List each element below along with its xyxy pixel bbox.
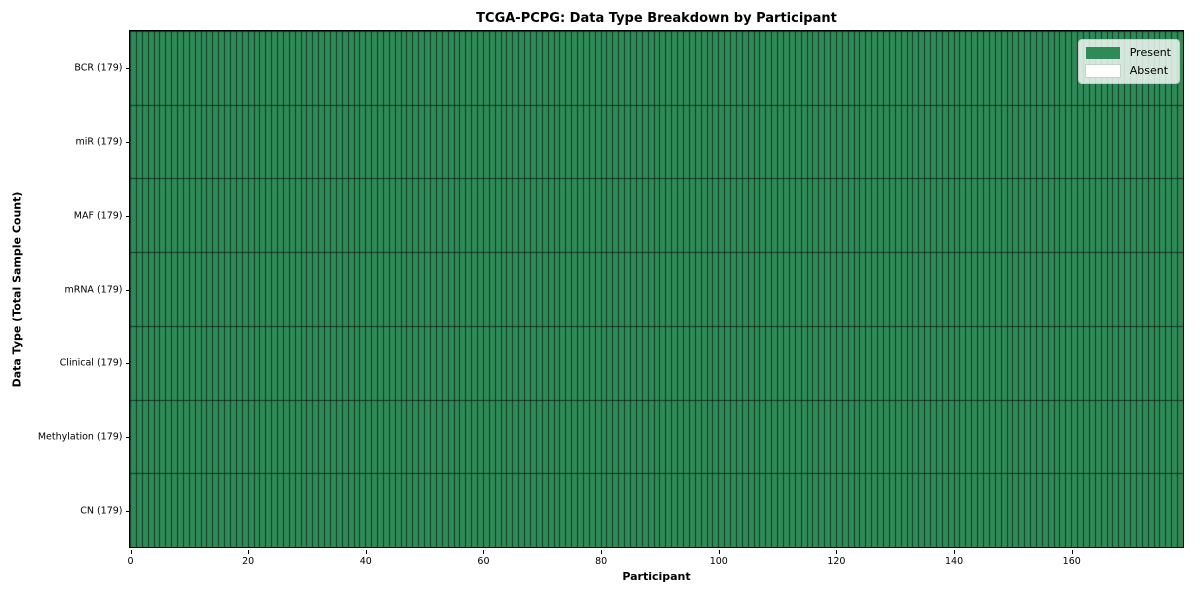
y-tick-label: Methylation (179): [37, 431, 123, 443]
y-tick-mark: [125, 363, 130, 364]
x-tick-label: 60: [477, 555, 490, 567]
legend-swatch-absent-icon: [1084, 63, 1121, 78]
x-tick-label: 20: [242, 555, 255, 567]
legend: Present Absent: [1077, 39, 1180, 84]
legend-entry-absent: Absent: [1084, 63, 1171, 78]
y-tick-label: Clinical (179): [59, 357, 123, 369]
x-axis-title: Participant: [622, 570, 691, 583]
x-tick-label: 160: [1062, 555, 1081, 567]
plot-area: Present Absent: [129, 30, 1184, 548]
x-tick-mark: [248, 549, 249, 554]
y-tick-mark: [125, 511, 130, 512]
x-tick-label: 40: [359, 555, 372, 567]
y-tick-mark: [125, 216, 130, 217]
x-tick-label: 140: [944, 555, 964, 567]
legend-label-present: Present: [1129, 46, 1171, 59]
x-tick-mark: [1072, 549, 1073, 554]
y-tick-label: CN (179): [80, 505, 123, 517]
legend-entry-present: Present: [1085, 46, 1171, 59]
x-tick-mark: [601, 549, 602, 554]
y-tick-label: mRNA (179): [64, 284, 123, 295]
x-tick-mark: [719, 549, 720, 554]
chart-title: TCGA-PCPG: Data Type Breakdown by Partic…: [476, 11, 837, 26]
y-tick-label: MAF (179): [73, 210, 123, 222]
heatmap-canvas: [130, 31, 1183, 547]
y-tick-mark: [125, 142, 130, 143]
legend-swatch-present-icon: [1085, 46, 1120, 59]
y-tick-mark: [125, 68, 130, 69]
y-tick-label: BCR (179): [74, 62, 123, 74]
x-tick-mark: [366, 549, 367, 554]
legend-label-absent: Absent: [1129, 64, 1169, 77]
x-tick-label: 100: [709, 555, 728, 567]
y-tick-mark: [125, 437, 130, 438]
x-tick-mark: [483, 549, 484, 554]
x-tick-mark: [131, 549, 132, 554]
x-tick-label: 0: [127, 555, 134, 567]
y-tick-label: miR (179): [75, 136, 123, 148]
y-tick-mark: [125, 290, 130, 291]
x-tick-mark: [836, 549, 837, 554]
x-tick-label: 80: [595, 555, 608, 567]
x-tick-label: 120: [827, 555, 846, 567]
x-tick-mark: [954, 549, 955, 554]
